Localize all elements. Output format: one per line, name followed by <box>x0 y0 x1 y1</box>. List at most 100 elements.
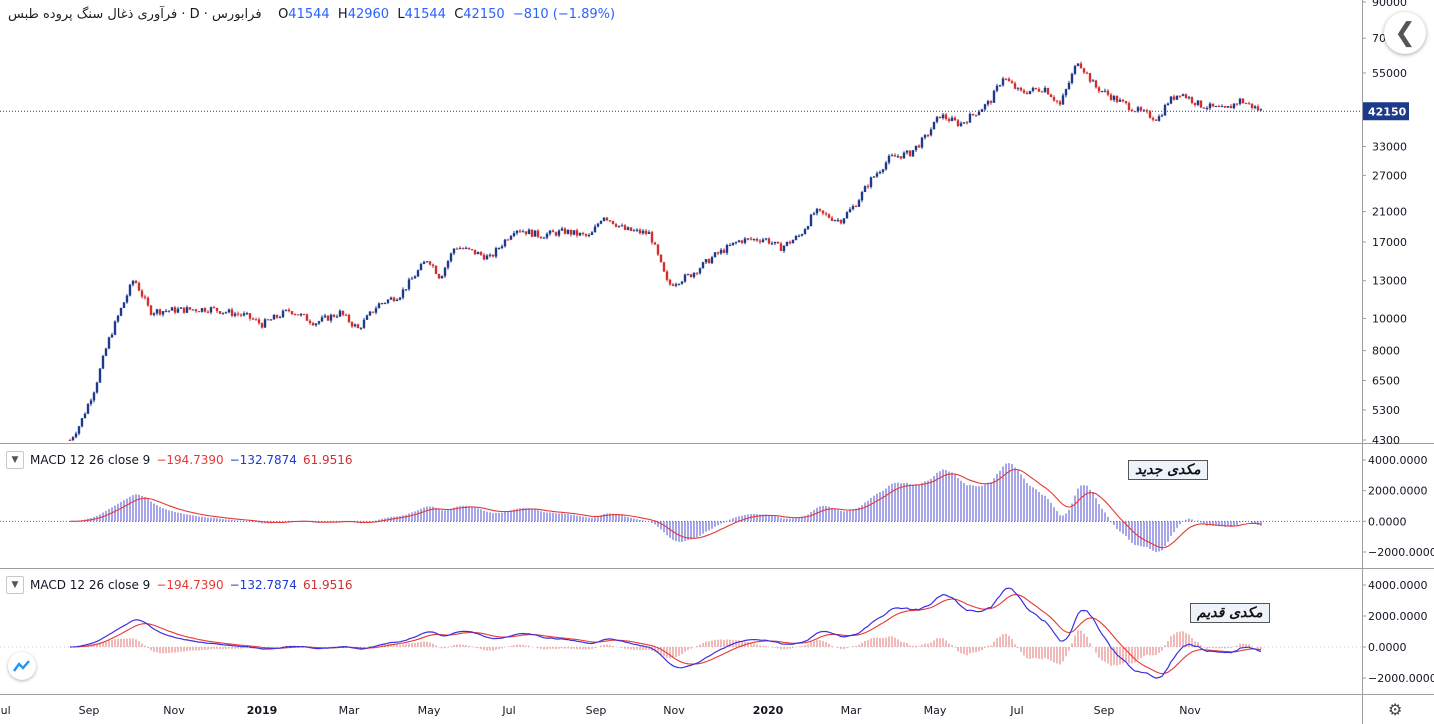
candle-body <box>1235 103 1239 105</box>
candle-body <box>146 297 150 306</box>
candle-body <box>938 116 942 119</box>
candle-body <box>677 283 681 285</box>
time-tick-label: Jul <box>501 704 515 717</box>
high-value: 42960 <box>347 7 390 22</box>
candle-body <box>719 249 723 254</box>
candle-body <box>1133 111 1137 113</box>
candle-body <box>431 264 435 266</box>
candle-body <box>644 230 648 234</box>
chevron-left-icon[interactable]: ❮ <box>1384 12 1426 54</box>
price-tick-label: 55000 <box>1372 67 1407 80</box>
candle-body <box>1130 109 1134 112</box>
candle-body <box>389 297 393 300</box>
candle-body <box>962 122 966 124</box>
candle-body <box>647 232 651 234</box>
candle-body <box>914 145 918 151</box>
candle-body <box>458 248 462 250</box>
symbol-name[interactable]: فرآوری ذغال سنگ پروده طبس <box>8 7 178 22</box>
candle-body <box>1172 96 1176 100</box>
candle-body <box>557 230 561 236</box>
candle-body <box>941 114 945 119</box>
candle-body <box>926 135 930 137</box>
macd-new-tick-label: 4000.0000 <box>1368 454 1428 467</box>
candle-body <box>374 308 378 313</box>
candle-body <box>1154 119 1158 121</box>
candle-body <box>887 155 891 163</box>
candle-body <box>524 231 528 235</box>
tradingview-logo-icon[interactable] <box>8 652 36 680</box>
candle-body <box>506 239 510 241</box>
candle-body <box>776 241 780 244</box>
candle-body <box>80 418 84 427</box>
open-value: 41544 <box>288 7 330 22</box>
candle-body <box>1010 81 1014 84</box>
candle-body <box>956 120 960 126</box>
candle-body <box>188 307 192 310</box>
gear-icon[interactable]: ⚙ <box>1388 700 1403 719</box>
macd-old-v3: 61.9516 <box>302 578 353 592</box>
candle-body <box>1199 100 1203 108</box>
candle-body <box>407 279 411 290</box>
candle-body <box>740 240 744 243</box>
candle-body <box>1004 78 1008 80</box>
candle-body <box>860 191 864 201</box>
candle-body <box>1169 96 1173 104</box>
candle-body <box>95 382 99 393</box>
candle-body <box>551 230 555 233</box>
candle-body <box>743 238 747 243</box>
candle-body <box>74 433 78 438</box>
candle-body <box>923 135 927 138</box>
candle-body <box>167 310 171 312</box>
candle-body <box>995 85 999 91</box>
chevron-down-icon[interactable]: ▼ <box>6 451 24 469</box>
interval[interactable]: D <box>189 7 200 22</box>
candle-body <box>1187 97 1191 99</box>
candle-body <box>749 238 753 240</box>
candle-body <box>1052 97 1056 101</box>
candle-body <box>293 314 297 316</box>
candle-body <box>632 230 636 232</box>
candle-body <box>944 114 948 120</box>
candle-body <box>287 309 291 312</box>
candle-body <box>791 239 795 244</box>
candle-body <box>770 243 774 245</box>
candle-body <box>134 280 138 283</box>
macd-new-v3: 61.9516 <box>302 453 353 467</box>
candle-body <box>1124 101 1128 104</box>
candle-body <box>515 230 519 234</box>
candle-body <box>1091 80 1095 82</box>
candle-body <box>149 305 153 315</box>
time-tick-label: Nov <box>663 704 685 717</box>
low-value: 41544 <box>404 7 446 22</box>
candle-body <box>626 227 630 230</box>
candle-body <box>497 248 501 250</box>
candle-body <box>425 261 429 263</box>
candle-body <box>92 392 96 401</box>
candle-body <box>1247 103 1251 105</box>
candle-body <box>317 321 321 324</box>
candle-body <box>104 348 108 356</box>
candle-body <box>665 271 669 280</box>
candle-body <box>824 213 828 215</box>
candle-body <box>329 314 333 321</box>
price-candles <box>68 61 1263 442</box>
candle-body <box>1040 91 1044 93</box>
candle-body <box>215 307 219 312</box>
candle-body <box>596 223 600 227</box>
candle-body <box>413 276 417 279</box>
candle-body <box>800 234 804 236</box>
macd-old-note: مکدی قدیم <box>1190 603 1270 623</box>
candle-body <box>227 309 231 313</box>
macd-old-tick-label: 0.0000 <box>1368 641 1407 654</box>
candle-body <box>590 232 594 236</box>
candle-body <box>848 209 852 213</box>
candle-body <box>854 206 858 208</box>
time-tick-label: 2019 <box>247 704 278 717</box>
candle-body <box>1028 90 1032 94</box>
candle-body <box>1007 78 1011 82</box>
chevron-down-icon[interactable]: ▼ <box>6 576 24 594</box>
candle-body <box>500 246 504 249</box>
candle-body <box>794 236 798 240</box>
candle-body <box>818 208 822 211</box>
